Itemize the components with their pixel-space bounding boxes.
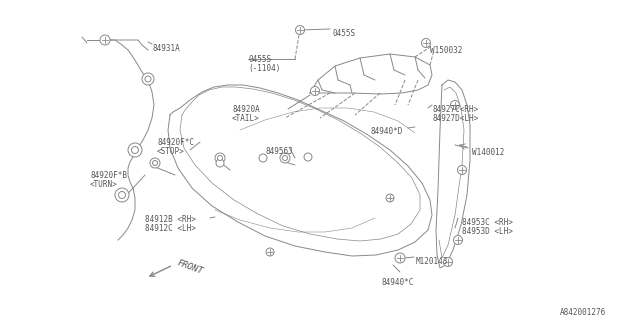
Text: FRONT: FRONT <box>176 258 204 276</box>
Circle shape <box>280 153 290 163</box>
Circle shape <box>145 76 151 82</box>
Circle shape <box>444 258 452 267</box>
Circle shape <box>100 35 110 45</box>
Text: (-1104): (-1104) <box>248 64 280 73</box>
Text: 84940*C: 84940*C <box>381 278 413 287</box>
Text: 84940*D: 84940*D <box>370 127 403 136</box>
Text: 84956J: 84956J <box>265 147 292 156</box>
Text: 0455S: 0455S <box>248 55 271 64</box>
Text: W150032: W150032 <box>430 46 462 55</box>
Text: 84920F*C: 84920F*C <box>157 138 194 147</box>
Circle shape <box>266 248 274 256</box>
Circle shape <box>282 156 287 161</box>
Circle shape <box>458 165 467 174</box>
Circle shape <box>386 194 394 202</box>
Text: 84920A: 84920A <box>232 105 260 114</box>
Text: 84931A: 84931A <box>152 44 180 53</box>
Circle shape <box>218 156 223 161</box>
Text: 84920F*B: 84920F*B <box>90 171 127 180</box>
Text: A842001276: A842001276 <box>560 308 606 317</box>
Text: <TURN>: <TURN> <box>90 180 118 189</box>
Text: 0455S: 0455S <box>332 29 355 38</box>
Text: 84953C <RH>: 84953C <RH> <box>462 218 513 227</box>
Text: 84912B <RH>: 84912B <RH> <box>145 215 196 224</box>
Circle shape <box>128 143 142 157</box>
Circle shape <box>304 153 312 161</box>
Circle shape <box>296 26 305 35</box>
Text: 84927C<RH>: 84927C<RH> <box>432 105 478 114</box>
Text: <TAIL>: <TAIL> <box>232 114 260 123</box>
Circle shape <box>216 159 224 167</box>
Circle shape <box>152 161 157 165</box>
Text: W140012: W140012 <box>472 148 504 157</box>
Circle shape <box>422 38 431 47</box>
Text: M120143: M120143 <box>416 257 449 266</box>
Circle shape <box>215 153 225 163</box>
Circle shape <box>131 147 138 154</box>
Text: 84912C <LH>: 84912C <LH> <box>145 224 196 233</box>
Text: <STOP>: <STOP> <box>157 147 185 156</box>
Circle shape <box>454 236 463 244</box>
Circle shape <box>142 73 154 85</box>
Circle shape <box>150 158 160 168</box>
Circle shape <box>259 154 267 162</box>
Circle shape <box>118 191 125 198</box>
Circle shape <box>310 86 319 95</box>
Text: 84927D<LH>: 84927D<LH> <box>432 114 478 123</box>
Text: 84953D <LH>: 84953D <LH> <box>462 227 513 236</box>
Circle shape <box>395 253 405 263</box>
Circle shape <box>115 188 129 202</box>
Circle shape <box>451 100 460 109</box>
